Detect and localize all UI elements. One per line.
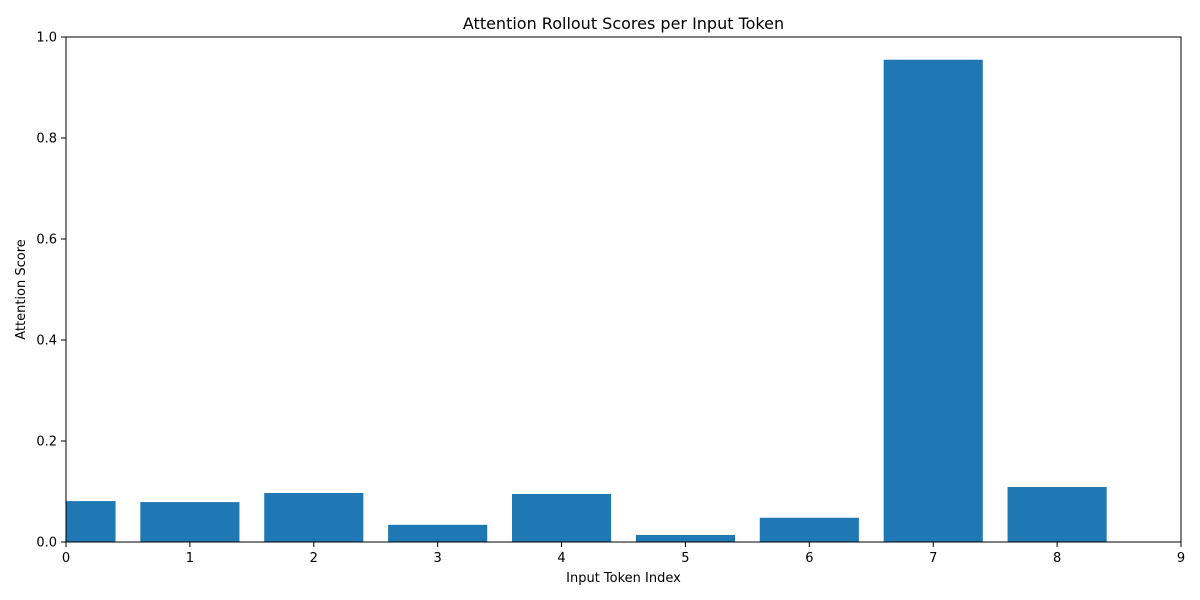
bar-token-3	[388, 524, 488, 542]
bar-token-1	[140, 502, 240, 542]
x-tick-label: 4	[557, 551, 565, 566]
x-tick-label: 2	[310, 551, 318, 566]
bar-token-6	[759, 517, 859, 542]
y-tick-label: 0.2	[36, 435, 57, 450]
x-tick-label: 1	[186, 551, 194, 566]
y-tick-label: 0.6	[36, 233, 57, 248]
y-tick-label: 1.0	[36, 31, 57, 46]
bar-token-7	[883, 59, 983, 542]
bar-token-4	[512, 494, 612, 542]
y-tick-label: 0.8	[36, 132, 57, 147]
y-axis-ticks: 0.0 0.2 0.4 0.6 0.8 1.0	[36, 31, 66, 551]
bar-token-0	[66, 501, 116, 542]
x-tick-label: 9	[1177, 551, 1185, 566]
bar-token-5	[635, 534, 735, 542]
x-tick-label: 3	[434, 551, 442, 566]
x-tick-label: 0	[62, 551, 70, 566]
bars-group	[66, 59, 1107, 542]
y-axis-title: Attention Score	[14, 239, 29, 340]
x-tick-label: 6	[805, 551, 813, 566]
y-tick-label: 0.0	[36, 536, 57, 551]
chart-title: Attention Rollout Scores per Input Token	[463, 14, 784, 33]
bar-token-2	[264, 493, 364, 542]
x-axis-ticks: 0 1 2 3 4 5 6 7 8 9	[62, 542, 1185, 566]
plot-frame	[65, 36, 1182, 543]
y-tick-label: 0.4	[36, 334, 57, 349]
x-tick-label: 7	[929, 551, 937, 566]
bar-token-8	[1007, 486, 1107, 542]
x-tick-label: 8	[1053, 551, 1061, 566]
x-tick-label: 5	[681, 551, 689, 566]
x-axis-title: Input Token Index	[566, 571, 681, 586]
